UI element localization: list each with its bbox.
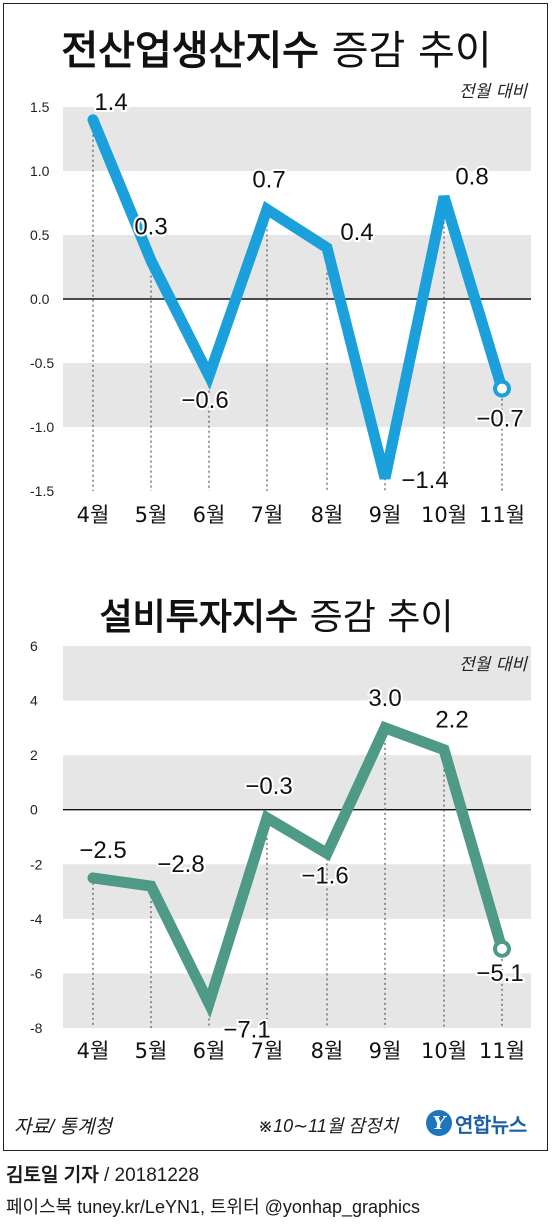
chart1-series-line [87, 114, 508, 480]
source-label: 자료/ 통계청 [14, 1117, 112, 1138]
chart1-title-light: 증감 추이 [318, 28, 492, 74]
chart2-y-tick-label: 0 [30, 802, 38, 818]
chart1-data-label: 0.7 [252, 166, 285, 193]
chart1-y-tick-label: -0.5 [30, 355, 54, 371]
chart1-x-tick-label: 5월 [135, 503, 168, 527]
chart1-title: 전산업생산지수 증감 추이 [0, 18, 553, 76]
chart1-last-point-inner [497, 383, 507, 394]
chart1-x-tick-label: 6월 [193, 503, 226, 527]
chart2-data-label: 2.2 [435, 707, 468, 734]
chart2-data-label: −0.3 [245, 773, 292, 800]
chart2-x-tick-label: 6월 [193, 1039, 226, 1063]
chart1-y-tick-label: -1.5 [30, 483, 54, 499]
chart1-x-tick-label: 7월 [251, 503, 284, 527]
chart2-unit-label: 전월 대비 [459, 655, 528, 675]
provisional-note: ※10∼11월 잠정치 [258, 1116, 399, 1136]
chart2-y-tick-label: 6 [30, 638, 38, 654]
chart2-title-bold: 설비투자지수 [99, 597, 299, 638]
chart2-x-tick-label: 5월 [135, 1039, 168, 1063]
chart2-last-point-inner [497, 943, 507, 954]
chart1-data-label: 0.3 [134, 214, 167, 241]
reporter-name: 김토일 기자 [6, 1165, 99, 1186]
chart1-y-tick-label: 1.5 [30, 99, 50, 115]
yonhap-logo-text: 연합뉴스 [455, 1114, 527, 1137]
chart1-data-label: −1.4 [401, 467, 448, 494]
chart1-y-tick-label: 0.5 [30, 227, 50, 243]
chart1-data-label: 0.8 [455, 164, 488, 191]
chart2-svg: 6 4 2 0 -2 -4 -6 -8 전월 대비 −2.5 −2.8 −7.1 −0.3 −1.6 3.0… [30, 638, 531, 1063]
chart1-x-tick-label: 10월 [421, 503, 467, 527]
social-links: 페이스북 tuney.kr/LeYN1, 트위터 @yonhap_graphic… [6, 1197, 421, 1217]
chart1-data-label: 0.4 [340, 219, 373, 246]
chart1-grid-band [63, 363, 531, 427]
byline: 김토일 기자 / 20181228 [6, 1160, 199, 1187]
chart1-x-tick-label: 11월 [479, 503, 525, 527]
chart1-x-tick-label: 8월 [311, 503, 344, 527]
chart2-grid-band [63, 973, 531, 1028]
chart2-title-light: 증감 추이 [298, 597, 454, 638]
chart2-x-tick-label: 10월 [421, 1039, 467, 1063]
chart1-y-tick-label: 0.0 [30, 291, 50, 307]
chart1-unit-label: 전월 대비 [459, 82, 528, 102]
chart2-series-line [87, 720, 508, 1019]
chart2-y-tick-label: -2 [30, 856, 43, 872]
chart2-y-tick-label: 2 [30, 747, 38, 763]
chart1-grid-band [63, 107, 531, 171]
byline-date: / 20181228 [98, 1165, 200, 1186]
chart2-grid-band [63, 864, 531, 919]
chart1-title-bold: 전산업생산지수 [61, 28, 319, 74]
graphic-frame [3, 3, 548, 1151]
chart2-title: 설비투자지수 증감 추이 [0, 588, 553, 640]
chart1-y-tick-label: 1.0 [30, 163, 50, 179]
chart2-x-tick-label: 7월 [251, 1039, 284, 1063]
chart2-x-tick-label: 11월 [479, 1039, 525, 1063]
chart2-grid-band [63, 646, 531, 701]
chart2-y-tick-label: 4 [30, 693, 38, 709]
chart2-x-tick-label: 8월 [311, 1039, 344, 1063]
chart2-data-label: −2.5 [79, 837, 126, 864]
chart2-y-tick-label: -4 [30, 911, 43, 927]
chart2-x-tick-label: 9월 [369, 1039, 402, 1063]
chart2-data-label: −1.6 [301, 862, 348, 889]
chart2-data-label: −2.8 [157, 851, 204, 878]
chart1-svg: 1.5 1.0 0.5 0.0 -0.5 -1.0 -1.5 전월 대비 1.4 0.3 −0.6 0… [30, 82, 531, 527]
chart1-data-label: −0.6 [181, 387, 228, 414]
chart2-data-label: −5.1 [476, 960, 523, 987]
chart2-y-tick-label: -6 [30, 965, 43, 981]
yonhap-logo-icon: Y [426, 1110, 452, 1136]
chart2-data-label: 3.0 [368, 685, 401, 712]
chart2-x-tick-label: 4월 [77, 1039, 110, 1063]
chart1-data-label: 1.4 [94, 89, 127, 116]
chart1-x-tick-label: 4월 [77, 503, 110, 527]
chart2-data-label: −7.1 [223, 1016, 270, 1043]
chart1-x-tick-label: 9월 [369, 503, 402, 527]
yonhap-logo: Y 연합뉴스 [426, 1106, 527, 1140]
chart2-y-tick-label: -8 [30, 1020, 43, 1036]
chart1-y-tick-label: -1.0 [30, 419, 54, 435]
chart1-data-label: −0.7 [476, 406, 523, 433]
